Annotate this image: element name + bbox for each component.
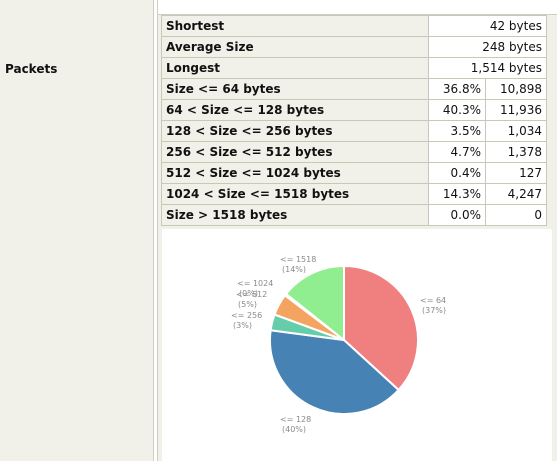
bucket-label: 256 < Size <= 512 bytes xyxy=(161,141,429,163)
bucket-label: 64 < Size <= 128 bytes xyxy=(161,99,429,121)
bucket-label: Size > 1518 bytes xyxy=(161,204,429,226)
pie-slice-label: <= 512 xyxy=(236,290,267,299)
stat-value: 1,514 bytes xyxy=(428,57,547,79)
bucket-label: 512 < Size <= 1024 bytes xyxy=(161,162,429,184)
bucket-label: 1024 < Size <= 1518 bytes xyxy=(161,183,429,205)
bucket-count: 1,378 xyxy=(485,141,547,163)
stat-value: 42 bytes xyxy=(428,15,547,37)
bucket-percent: 14.3% xyxy=(428,183,486,205)
packet-stats-table: Shortest 42 bytes Average Size 248 bytes… xyxy=(161,15,547,226)
stat-value: 248 bytes xyxy=(428,36,547,58)
table-row: 512 < Size <= 1024 bytes 0.4% 127 xyxy=(161,162,547,184)
pie-chart-svg: <= 64(37%) <= 128(40%) <= 256(3%) <= 512(5%… xyxy=(231,255,446,434)
left-label-column: Packets xyxy=(0,0,154,461)
pie-slice-label: <= 1024 xyxy=(237,279,273,288)
pie-slice-label: <= 128 xyxy=(280,415,311,424)
packet-size-pie-chart: <= 64 (37%) <= 128 (40%) <= 256 (3%) <= 512 (5%… xyxy=(162,229,552,461)
pie-slice-percent: (40%) xyxy=(282,425,306,434)
pie-slice-label: <= 64 xyxy=(420,296,446,305)
bucket-count: 0 xyxy=(485,204,547,226)
bucket-percent: 4.7% xyxy=(428,141,486,163)
bucket-count: 4,247 xyxy=(485,183,547,205)
bucket-count: 10,898 xyxy=(485,78,547,100)
section-label: Packets xyxy=(5,62,58,76)
pie-slice-percent: (5%) xyxy=(238,300,257,309)
bucket-count: 11,936 xyxy=(485,99,547,121)
table-row: Average Size 248 bytes xyxy=(161,36,547,58)
bucket-count: 127 xyxy=(485,162,547,184)
pie-slice xyxy=(269,329,400,415)
pie-slice xyxy=(284,264,345,343)
table-row: 128 < Size <= 256 bytes 3.5% 1,034 xyxy=(161,120,547,142)
pie-slice-percent: (3%) xyxy=(233,321,252,330)
table-row: 64 < Size <= 128 bytes 40.3% 11,936 xyxy=(161,99,547,121)
pie-slice-percent: (14%) xyxy=(282,265,306,274)
bucket-percent: 0.4% xyxy=(428,162,486,184)
table-row: 1024 < Size <= 1518 bytes 14.3% 4,247 xyxy=(161,183,547,205)
stat-label: Average Size xyxy=(161,36,429,58)
pie-slice xyxy=(343,264,419,392)
bucket-percent: 40.3% xyxy=(428,99,486,121)
table-row: 256 < Size <= 512 bytes 4.7% 1,378 xyxy=(161,141,547,163)
table-row: Shortest 42 bytes xyxy=(161,15,547,37)
bucket-percent: 3.5% xyxy=(428,120,486,142)
table-row: Longest 1,514 bytes xyxy=(161,57,547,79)
table-row: Size <= 64 bytes 36.8% 10,898 xyxy=(161,78,547,100)
bucket-count: 1,034 xyxy=(485,120,547,142)
bucket-label: 128 < Size <= 256 bytes xyxy=(161,120,429,142)
bucket-percent: 0.0% xyxy=(428,204,486,226)
table-row: Size > 1518 bytes 0.0% 0 xyxy=(161,204,547,226)
pie-slice-label: <= 256 xyxy=(231,311,262,320)
stat-label: Longest xyxy=(161,57,429,79)
pie-slice-percent: (0%) xyxy=(239,289,258,298)
stat-label: Shortest xyxy=(161,15,429,37)
pie-slice-label: <= 1518 xyxy=(280,255,316,264)
bucket-label: Size <= 64 bytes xyxy=(161,78,429,100)
pie-slice-percent: (37%) xyxy=(422,306,446,315)
top-strip xyxy=(158,0,557,15)
right-content-column: Shortest 42 bytes Average Size 248 bytes… xyxy=(157,0,557,461)
bucket-percent: 36.8% xyxy=(428,78,486,100)
